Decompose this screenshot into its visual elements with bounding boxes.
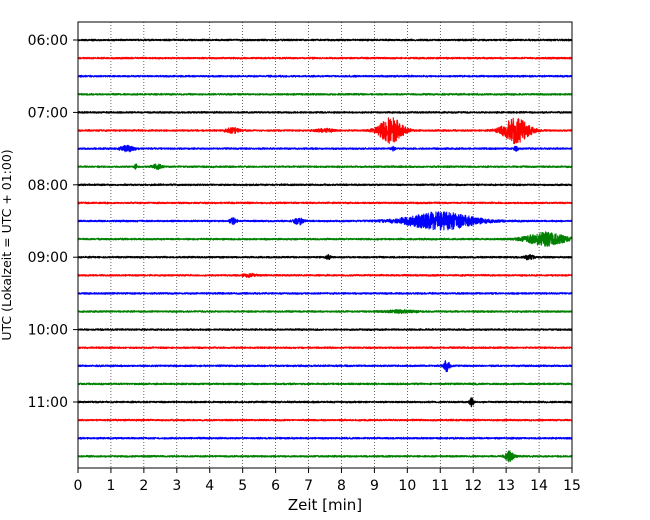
seismogram-trace-0700 xyxy=(77,110,573,114)
seismogram-trace-0715 xyxy=(77,117,573,145)
seismogram-trace-1015 xyxy=(77,346,573,350)
seismogram-trace-0800 xyxy=(77,183,573,187)
plot-frame xyxy=(77,21,573,469)
seismogram-trace-1100 xyxy=(77,397,573,408)
seismogram-trace-1000 xyxy=(77,328,573,332)
seismogram-trace-0830 xyxy=(77,211,573,231)
seismogram-trace-0600 xyxy=(77,38,573,42)
seismogram-trace-0815 xyxy=(77,201,573,205)
plot-background xyxy=(78,22,572,468)
seismogram-trace-0730 xyxy=(77,144,573,153)
seismogram-trace-0745 xyxy=(77,163,573,170)
y-tick-label: 10:00 xyxy=(28,323,68,339)
grid-layer xyxy=(110,22,540,468)
x-tick-label: 6 xyxy=(271,478,280,494)
y-axis: 06:00 07:00 08:00 09:00 10:00 11:00 xyxy=(28,33,78,411)
seismogram-trace-0645 xyxy=(77,92,573,96)
x-tick-label: 13 xyxy=(497,478,515,494)
x-tick-label: 2 xyxy=(139,478,148,494)
x-tick-label: 10 xyxy=(398,478,416,494)
x-tick-label: 0 xyxy=(74,478,83,494)
seismogram-trace-0900 xyxy=(77,253,573,261)
x-tick-label: 15 xyxy=(563,478,581,494)
trace-layer xyxy=(77,38,573,463)
x-tick-label: 11 xyxy=(431,478,449,494)
seismogram-trace-0630 xyxy=(77,74,573,78)
seismogram-trace-1030 xyxy=(77,360,573,373)
x-tick-label: 4 xyxy=(205,478,214,494)
y-axis-label: UTC (Lokalzeit = UTC + 01:00) xyxy=(0,149,14,340)
y-tick-label: 09:00 xyxy=(28,250,68,266)
x-axis: 0 1 2 3 4 5 6 7 8 9 10 11 12 13 14 15 xyxy=(74,468,581,494)
x-tick-label: 1 xyxy=(106,478,115,494)
seismogram-trace-0615 xyxy=(77,56,573,60)
seismogram-trace-1115 xyxy=(77,418,573,422)
seismogram-trace-1045 xyxy=(77,382,573,386)
seismogram-trace-0845 xyxy=(77,231,573,247)
seismogram-trace-0930 xyxy=(77,291,573,295)
x-tick-label: 9 xyxy=(370,478,379,494)
seismogram-trace-1145 xyxy=(77,450,573,463)
x-tick-label: 14 xyxy=(530,478,548,494)
x-tick-label: 5 xyxy=(238,478,247,494)
seismogram-trace-0945 xyxy=(77,308,573,315)
x-axis-label: Zeit [min] xyxy=(288,496,362,514)
y-tick-label: 11:00 xyxy=(28,395,68,411)
y-tick-label: 06:00 xyxy=(28,33,68,49)
y-tick-label: 07:00 xyxy=(28,105,68,121)
x-tick-label: 7 xyxy=(304,478,313,494)
x-tick-label: 3 xyxy=(172,478,181,494)
x-tick-label: 8 xyxy=(337,478,346,494)
x-tick-label: 12 xyxy=(464,478,482,494)
seismogram-trace-0915 xyxy=(77,272,573,279)
seismogram-trace-1130 xyxy=(77,436,573,440)
y-tick-label: 08:00 xyxy=(28,178,68,194)
